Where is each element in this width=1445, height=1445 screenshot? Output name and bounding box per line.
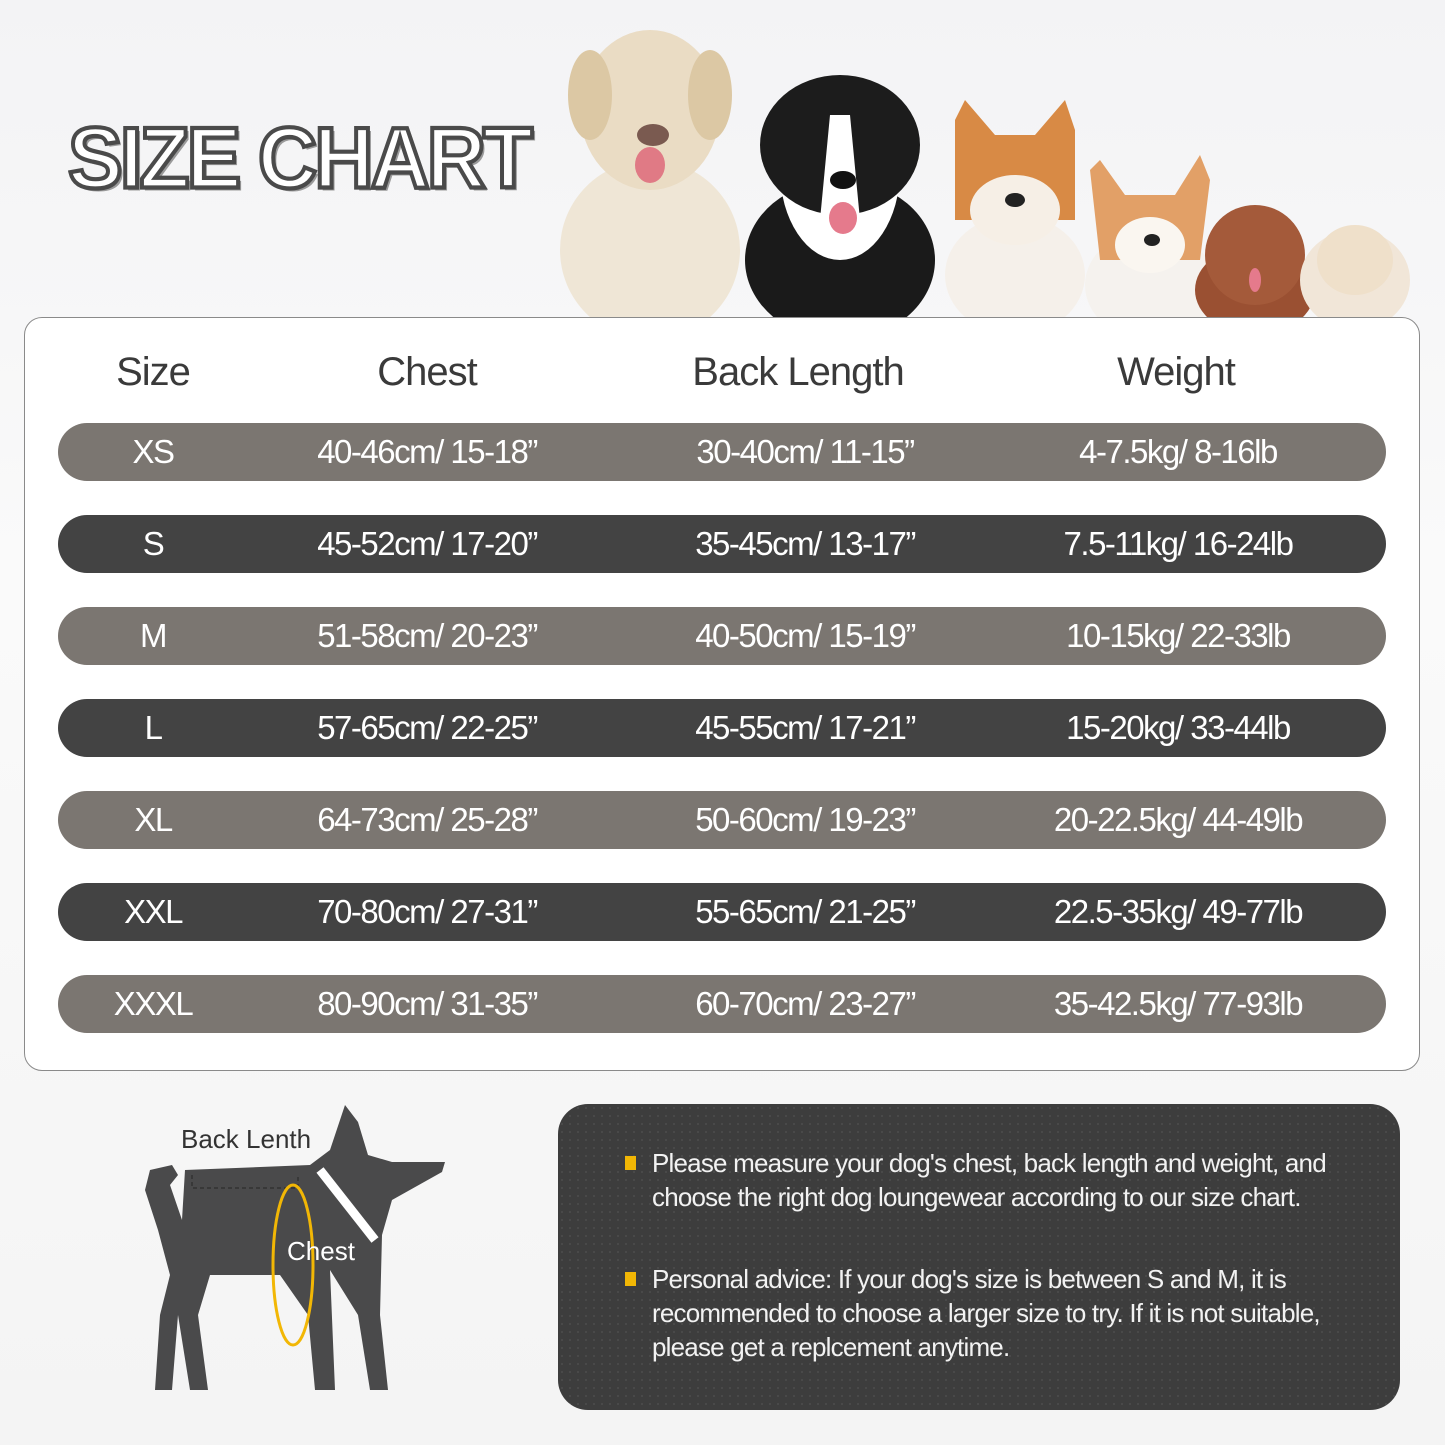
table-row: L 57-65cm/ 22-25” 45-55cm/ 17-21” 15-20kg/ … — [58, 699, 1386, 757]
size-cell: XXXL — [113, 985, 194, 1022]
back-length-cell: 50-60cm/ 19-23” — [695, 801, 916, 838]
size-cell: XS — [132, 433, 175, 470]
notes-panel — [558, 1104, 1400, 1410]
note-item: Please measure your dog's chest, back le… — [625, 1146, 1352, 1214]
note-text: Please measure your dog's chest, back le… — [652, 1148, 1327, 1212]
header-chest: Chest — [377, 350, 477, 394]
bullet-square-icon — [625, 1272, 636, 1286]
weight-cell: 7.5-11kg/ 16-24lb — [1063, 525, 1294, 562]
table-row: XS 40-46cm/ 15-18” 30-40cm/ 11-15” 4-7.5kg/… — [58, 423, 1386, 481]
table-row: XL 64-73cm/ 25-28” 50-60cm/ 19-23” 20-22.5k… — [58, 791, 1386, 849]
page-title: SIZE CHART — [66, 109, 535, 209]
chest-cell: 80-90cm/ 31-35” — [317, 985, 538, 1022]
weight-cell: 15-20kg/ 33-44lb — [1066, 709, 1291, 746]
header-weight: Weight — [1117, 350, 1236, 394]
note-item: Personal advice: If your dog's size is b… — [625, 1262, 1352, 1364]
chest-cell: 57-65cm/ 22-25” — [317, 709, 538, 746]
note-text: Personal advice: If your dog's size is b… — [652, 1264, 1321, 1362]
size-cell: S — [142, 525, 165, 562]
size-cell: XL — [134, 801, 173, 838]
pomeranian-image — [1300, 225, 1410, 317]
table-row: XXXL 80-90cm/ 31-35” 60-70cm/ 23-27” 35-42.… — [58, 975, 1386, 1033]
size-cell: XXL — [124, 893, 183, 930]
chest-cell: 70-80cm/ 27-31” — [317, 893, 538, 930]
chest-cell: 51-58cm/ 20-23” — [317, 617, 538, 654]
shiba-inu-image — [945, 100, 1085, 317]
dog-silhouette-diagram — [145, 1105, 445, 1390]
labrador-image — [560, 30, 740, 317]
table-row: XXL 70-80cm/ 27-31” 55-65cm/ 21-25” 22.5-35… — [58, 883, 1386, 941]
dog-silhouette-icon — [145, 1105, 445, 1390]
corgi-image — [1085, 155, 1215, 317]
weight-cell: 10-15kg/ 22-33lb — [1066, 617, 1291, 654]
weight-cell: 4-7.5kg/ 8-16lb — [1079, 433, 1278, 470]
back-length-cell: 45-55cm/ 17-21” — [695, 709, 916, 746]
header-back-length: Back Length — [692, 350, 904, 394]
bullet-square-icon — [625, 1156, 636, 1170]
border-collie-image — [745, 75, 935, 317]
size-cell: L — [144, 709, 163, 746]
back-length-cell: 30-40cm/ 11-15” — [696, 433, 915, 470]
poodle-image — [1195, 205, 1315, 317]
weight-cell: 20-22.5kg/ 44-49lb — [1053, 801, 1304, 838]
back-length-cell: 55-65cm/ 21-25” — [695, 893, 916, 930]
weight-cell: 22.5-35kg/ 49-77lb — [1053, 893, 1304, 930]
chest-cell: 45-52cm/ 17-20” — [317, 525, 538, 562]
dogs-photo — [560, 30, 1410, 317]
chest-cell: 40-46cm/ 15-18” — [317, 433, 538, 470]
chest-label: Chest — [287, 1236, 355, 1266]
back-length-cell: 35-45cm/ 13-17” — [695, 525, 916, 562]
back-length-cell: 60-70cm/ 23-27” — [695, 985, 916, 1022]
table-row: S 45-52cm/ 17-20” 35-45cm/ 13-17” 7.5-11kg/… — [58, 515, 1386, 573]
size-cell: M — [140, 617, 168, 654]
chest-ring — [271, 1183, 315, 1347]
weight-cell: 35-42.5kg/ 77-93lb — [1053, 985, 1304, 1022]
table-row: M 51-58cm/ 20-23” 40-50cm/ 15-19” 10-15kg/ … — [58, 607, 1386, 665]
back-length-label: Back Lenth — [181, 1124, 312, 1154]
chest-cell: 64-73cm/ 25-28” — [317, 801, 538, 838]
back-length-cell: 40-50cm/ 15-19” — [695, 617, 916, 654]
header-size: Size — [116, 350, 191, 394]
